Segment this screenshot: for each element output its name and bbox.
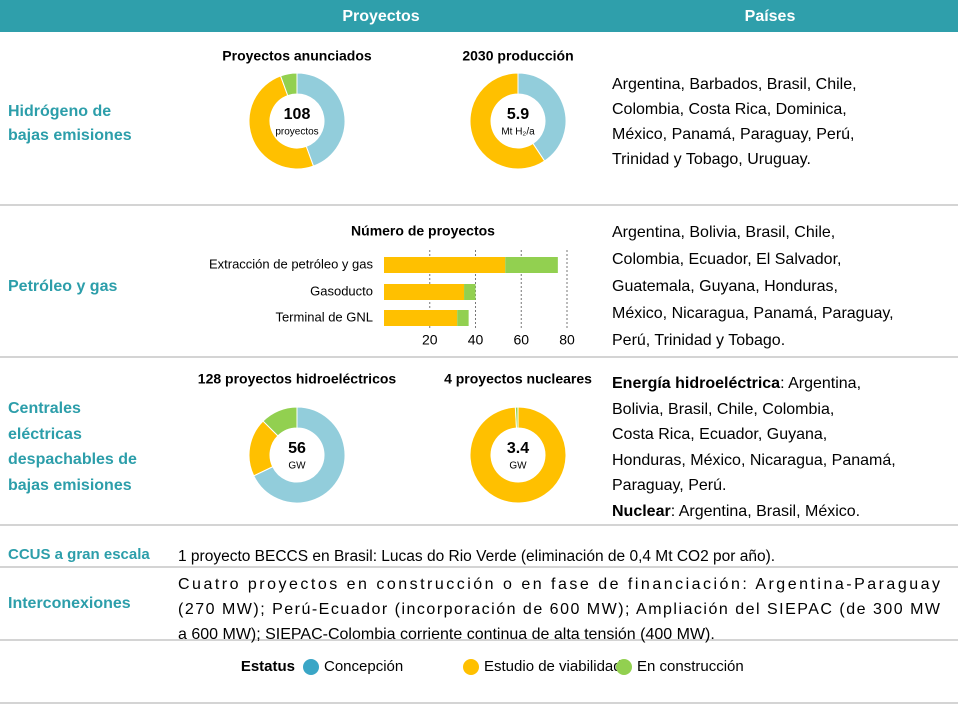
country-line: Nuclear: Argentina, Brasil, México. bbox=[612, 503, 860, 520]
center-unit: proyectos bbox=[275, 127, 318, 138]
donut-slice bbox=[262, 406, 298, 437]
paragraph-line: a 600 MW); SIEPAC-Colombia corriente con… bbox=[178, 626, 715, 643]
bar bbox=[505, 257, 558, 273]
bold-label: Nuclear bbox=[612, 503, 671, 520]
country-line: Honduras, México, Nicaragua, Panamá, bbox=[612, 452, 896, 469]
x-tick-label: 20 bbox=[422, 332, 438, 348]
chart-title: 4 proyectos nucleares bbox=[444, 371, 592, 387]
bar bbox=[384, 284, 465, 300]
header: Países bbox=[745, 8, 796, 25]
country-line: Costa Rica, Ecuador, Guyana, bbox=[612, 426, 827, 443]
x-tick-label: 80 bbox=[559, 332, 575, 348]
chart-title: 2030 producción bbox=[462, 48, 573, 64]
paragraph-line: Cuatro proyectos en construcción o en fa… bbox=[178, 576, 940, 593]
chart-title: 128 proyectos hidroeléctricos bbox=[198, 371, 397, 387]
row-label: Centrales bbox=[8, 400, 81, 417]
country-line: Bolivia, Brasil, Chile, Colombia, bbox=[612, 401, 834, 418]
donut-slice bbox=[279, 72, 298, 97]
header: Proyectos bbox=[342, 8, 419, 25]
row-label: CCUS a gran escala bbox=[8, 546, 150, 563]
category-label: Gasoducto bbox=[310, 283, 373, 298]
donut-slice bbox=[469, 72, 546, 170]
bar bbox=[457, 310, 469, 326]
country-line: Paraguay, Perú. bbox=[612, 477, 726, 494]
row-label: eléctricas bbox=[8, 426, 82, 443]
row-label: bajas emisiones bbox=[8, 127, 132, 144]
center-unit: GW bbox=[509, 461, 527, 472]
category-label: Terminal de GNL bbox=[275, 309, 373, 324]
legend-label: En construcción bbox=[637, 658, 744, 675]
country-line: Guatemala, Guyana, Honduras, bbox=[612, 278, 838, 295]
header-bar bbox=[0, 0, 958, 32]
x-tick-label: 60 bbox=[513, 332, 529, 348]
bold-label: Energía hidroeléctrica bbox=[612, 375, 780, 392]
legend-label: Concepción bbox=[324, 658, 403, 675]
center-value: 5.9 bbox=[507, 106, 529, 123]
center-unit: GW bbox=[288, 461, 306, 472]
country-line: Trinidad y Tobago, Uruguay. bbox=[612, 151, 811, 168]
country-line: México, Panamá, Paraguay, Perú, bbox=[612, 126, 855, 143]
legend-label: Estudio de viabilidad bbox=[484, 658, 622, 675]
row-label: Hidrógeno de bbox=[8, 103, 111, 120]
center-unit: Mt H₂/a bbox=[501, 127, 535, 138]
chart-title: Proyectos anunciados bbox=[222, 48, 372, 64]
row-label: Petróleo y gas bbox=[8, 278, 117, 295]
bar bbox=[384, 310, 458, 326]
donut-slice bbox=[469, 406, 567, 504]
country-line: Energía hidroeléctrica: Argentina, bbox=[612, 375, 861, 392]
center-value: 108 bbox=[284, 106, 311, 123]
country-line: Colombia, Costa Rica, Dominica, bbox=[612, 101, 847, 118]
center-value: 3.4 bbox=[507, 440, 529, 457]
bar bbox=[384, 257, 506, 273]
donut-slice bbox=[296, 72, 346, 167]
country-text: : Argentina, bbox=[780, 375, 861, 392]
paragraph-line: (270 MW); Perú-Ecuador (incorporación de… bbox=[178, 601, 941, 618]
country-line: Argentina, Bolivia, Brasil, Chile, bbox=[612, 224, 835, 241]
donut-slice bbox=[253, 406, 346, 504]
legend-title: Estatus bbox=[241, 658, 295, 675]
country-line: México, Nicaragua, Panamá, Paraguay, bbox=[612, 305, 894, 322]
country-text: : Argentina, Brasil, México. bbox=[671, 503, 860, 520]
donut-slice bbox=[248, 75, 315, 170]
chart-title: Número de proyectos bbox=[351, 223, 495, 239]
row-label: bajas emisiones bbox=[8, 477, 132, 494]
donut-slice bbox=[517, 72, 567, 162]
donut-slice bbox=[514, 406, 519, 429]
category-label: Extracción de petróleo y gas bbox=[209, 256, 374, 271]
x-tick-label: 40 bbox=[468, 332, 484, 348]
country-line: Colombia, Ecuador, El Salvador, bbox=[612, 251, 841, 268]
bar bbox=[464, 284, 476, 300]
paragraph-line: 1 proyecto BECCS en Brasil: Lucas do Rio… bbox=[178, 548, 775, 565]
center-value: 56 bbox=[288, 440, 306, 457]
country-line: Argentina, Barbados, Brasil, Chile, bbox=[612, 76, 857, 93]
row-label: Interconexiones bbox=[8, 595, 131, 612]
country-line: Perú, Trinidad y Tobago. bbox=[612, 332, 785, 349]
legend-swatch bbox=[303, 659, 319, 675]
legend-swatch bbox=[463, 659, 479, 675]
legend-swatch bbox=[616, 659, 632, 675]
row-label: despachables de bbox=[8, 451, 137, 468]
